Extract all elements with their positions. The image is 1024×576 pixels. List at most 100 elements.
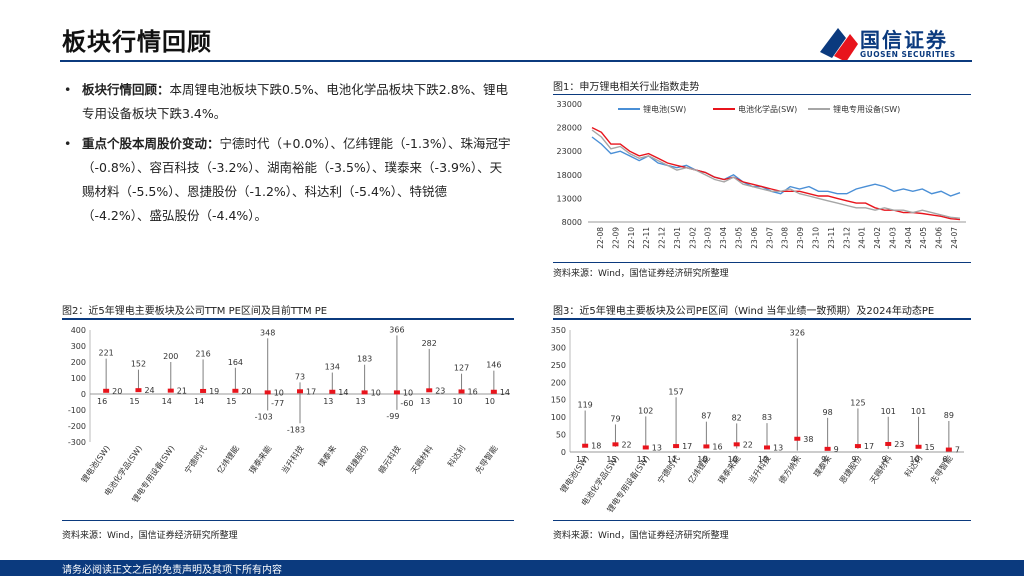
current-pe-marker (232, 388, 239, 393)
x-tick-label: 23-08 (781, 227, 790, 249)
fig3-bottom-rule (553, 520, 971, 521)
y-tick-label: -100 (68, 406, 86, 415)
fig2-top-rule (62, 318, 514, 320)
current-pe-label: 20 (112, 387, 122, 396)
current-pe-marker (824, 446, 831, 451)
current-pe-marker (393, 390, 400, 395)
current-pe-marker (329, 389, 336, 394)
y-tick-label: 300 (551, 343, 566, 352)
x-tick-label: 23-07 (765, 227, 774, 249)
min-pe-label: -103 (255, 412, 273, 421)
x-tick-label: 24-06 (935, 227, 944, 249)
series-line-1 (591, 126, 961, 221)
series-line-0 (591, 136, 961, 197)
current-pe-marker (945, 447, 952, 452)
bullet-stocks: 重点个股本周股价变动：宁德时代（+0.0%）、亿纬锂能（-1.3%）、珠海冠宇（… (62, 132, 512, 228)
fig2-bottom-rule (62, 520, 514, 521)
max-pe-label: 216 (195, 349, 210, 358)
min-pe-label: 11 (637, 455, 647, 464)
current-pe-marker (915, 444, 922, 449)
y-tick-label: 300 (71, 342, 86, 351)
max-pe-label: 73 (295, 372, 305, 381)
summary-bullets: 板块行情回顾：本周锂电池板块下跌0.5%、电池化学品板块下跌2.8%、锂电专用设… (62, 78, 512, 234)
fig2-bar-chart: -300 -200 -100 0 100 200 300 400 221 20 16 锂电池(SW) 1… (68, 325, 510, 504)
extra-pe-label: -77 (271, 399, 284, 408)
fig3-top-rule (553, 318, 971, 320)
current-pe-label: 18 (591, 442, 601, 451)
x-tick-label: 24-03 (888, 227, 897, 249)
x-tick-label: 24-02 (873, 227, 882, 249)
min-pe-label: 15 (226, 397, 236, 406)
current-pe-marker (642, 445, 649, 450)
current-pe-marker (200, 388, 207, 393)
footer-bar: 请务必阅读正文之后的免责声明及其项下所有内容 (0, 560, 1024, 576)
max-pe-label: 157 (668, 387, 683, 396)
y-tick-label: 33000 (557, 100, 582, 109)
fig2-title: 图2：近5年锂电主要板块及公司TTM PE区间及目前TTM PE (62, 306, 328, 317)
current-pe-label: 19 (209, 387, 219, 396)
current-pe-label: 9 (834, 445, 839, 454)
current-pe-label: 14 (338, 388, 348, 397)
x-tick-label: 24-05 (919, 227, 928, 249)
y-tick-label: 350 (551, 326, 566, 335)
page-title: 板块行情回顾 (62, 28, 212, 56)
bullet-head: 板块行情回顾： (82, 82, 170, 97)
current-pe-label: 20 (241, 387, 251, 396)
x-tick-label: 23-05 (735, 227, 744, 249)
current-pe-marker (854, 444, 861, 449)
x-tick-label: 23-01 (673, 227, 682, 249)
min-pe-label: 17 (576, 455, 586, 464)
min-pe-label: 13 (420, 397, 430, 406)
category-label: 先导智能 (928, 453, 955, 485)
min-pe-label: 15 (129, 397, 139, 406)
max-pe-label: 282 (422, 339, 437, 348)
current-pe-label: 13 (773, 443, 783, 452)
category-label: 亿纬锂能 (214, 443, 241, 475)
y-tick-label: 0 (561, 448, 566, 457)
current-pe-label: 16 (468, 387, 478, 396)
current-pe-label: 17 (682, 442, 692, 451)
y-tick-label: 200 (71, 358, 86, 367)
max-pe-label: 101 (911, 407, 926, 416)
current-pe-label: 17 (864, 442, 874, 451)
max-pe-label: 82 (732, 413, 742, 422)
fig2-source: 资料来源：Wind，国信证券经济研究所整理 (62, 531, 238, 541)
fig3-title: 图3：近5年锂电主要板块及公司PE区间（Wind 当年业绩一致预期）及2024年… (553, 306, 935, 317)
fig1-title: 图1：申万锂电相关行业指数走势 (553, 82, 700, 93)
max-pe-label: 89 (944, 411, 954, 420)
max-pe-label: 152 (131, 360, 146, 369)
current-pe-label: 38 (803, 435, 813, 444)
max-pe-label: 326 (790, 328, 805, 337)
y-tick-label: 400 (71, 326, 86, 335)
max-pe-label: 348 (260, 328, 275, 337)
current-pe-label: 22 (621, 440, 631, 449)
current-pe-marker (426, 388, 433, 393)
current-pe-marker (103, 388, 110, 393)
max-pe-label: 164 (228, 358, 243, 367)
y-tick-label: 100 (551, 413, 566, 422)
fig3-bar-chart: 0501001502002503003501191817锂电池(SW)79221… (551, 326, 964, 514)
max-pe-label: 125 (850, 398, 865, 407)
logo-text-cn: 国信证券 (860, 28, 948, 52)
current-pe-marker (794, 436, 801, 441)
current-pe-label: 23 (435, 386, 445, 395)
current-pe-label: 16 (712, 442, 722, 451)
max-pe-label: 221 (99, 349, 114, 358)
min-pe-label: 11 (667, 455, 677, 464)
legend-label: 锂电专用设备(SW) (833, 104, 900, 114)
min-pe-label: 10 (697, 455, 707, 464)
category-label: 璞泰来 (316, 443, 338, 468)
footer-disclaimer: 请务必阅读正文之后的免责声明及其项下所有内容 (62, 565, 282, 576)
fig1-bottom-rule (553, 262, 971, 263)
current-pe-marker (264, 390, 271, 395)
max-pe-label: 79 (610, 414, 620, 423)
min-pe-label: 6 (942, 455, 947, 464)
max-pe-label: 134 (325, 363, 340, 372)
max-pe-label: 101 (881, 407, 896, 416)
category-label: 恩捷股份 (344, 443, 371, 475)
x-tick-label: 22-09 (611, 227, 620, 249)
fig1-line-chart: 8000 13000 18000 23000 28000 33000 22-08 22-09 2… (557, 100, 966, 249)
legend-label: 电池化学品(SW) (738, 104, 797, 114)
current-pe-marker (361, 390, 368, 395)
current-pe-label: 23 (894, 440, 904, 449)
